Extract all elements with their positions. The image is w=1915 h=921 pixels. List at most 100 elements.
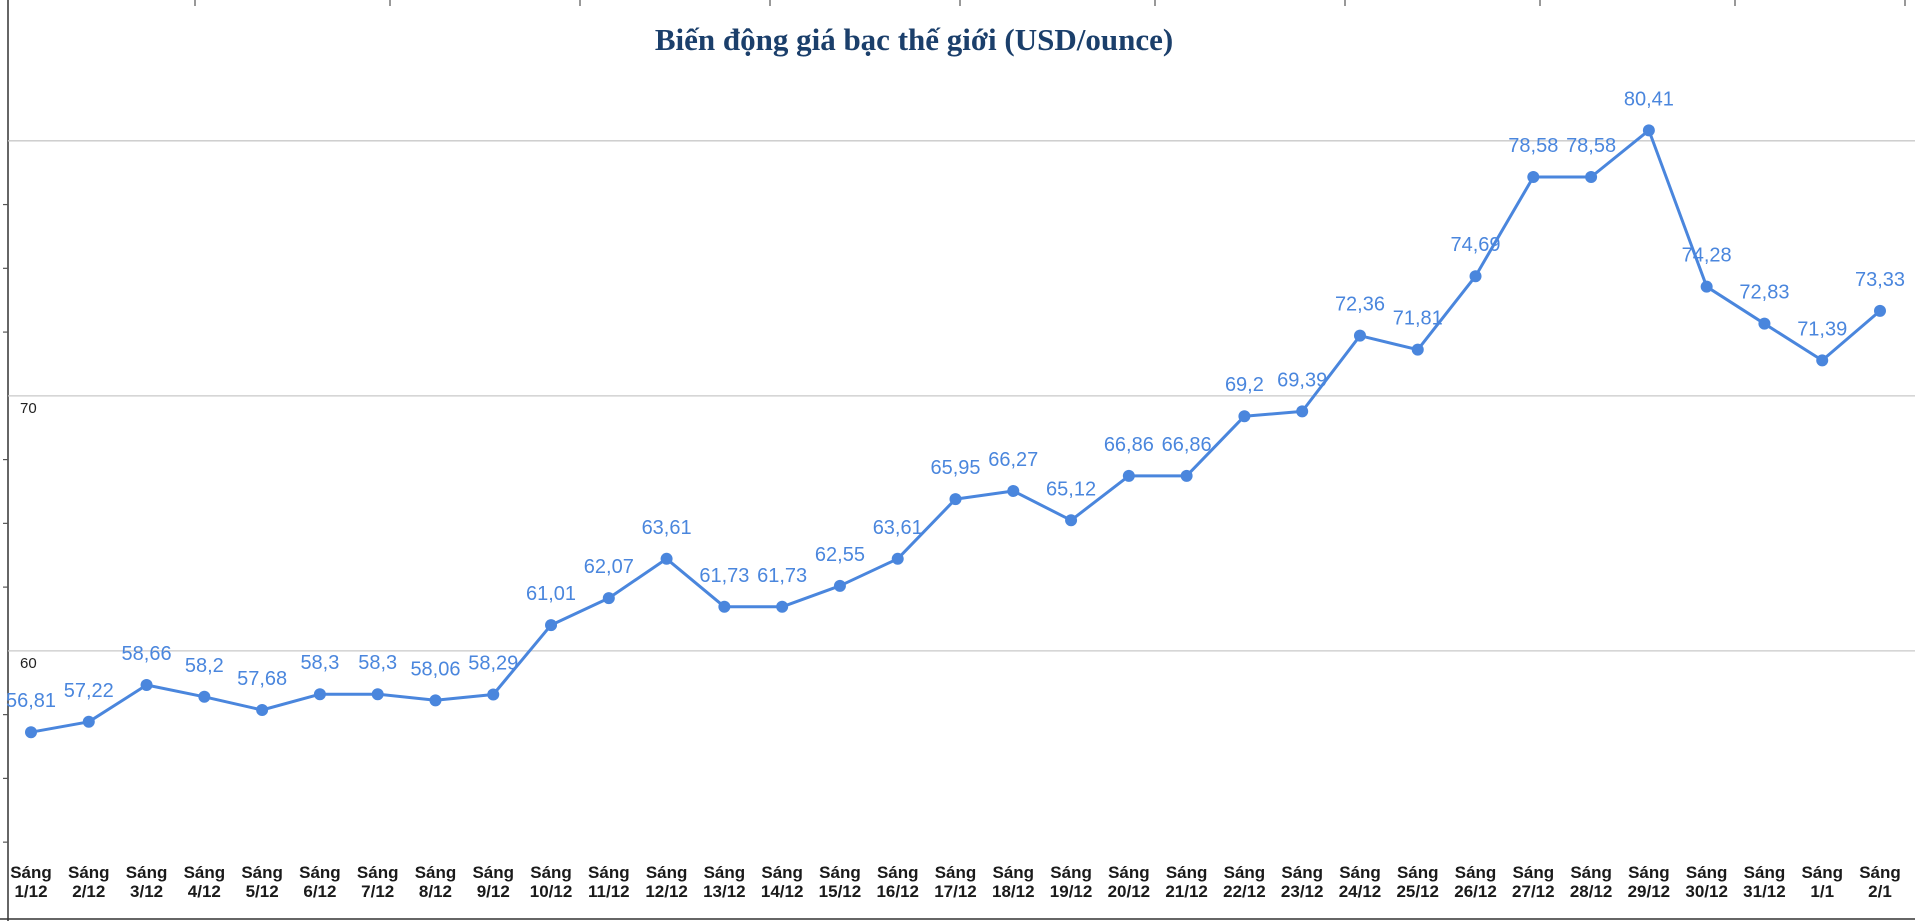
x-tick-label-line1: Sáng: [1281, 863, 1323, 882]
x-tick-label-line2: 9/12: [477, 882, 510, 901]
x-tick-label: Sáng 10/12: [530, 863, 573, 901]
data-label: 74,28: [1682, 245, 1732, 267]
data-label: 80,41: [1624, 88, 1674, 110]
x-tick-label-line2: 16/12: [876, 882, 919, 901]
data-point: [1353, 329, 1366, 342]
data-point: [487, 688, 500, 701]
data-label: 74,69: [1451, 234, 1501, 256]
data-label: 58,06: [410, 658, 460, 680]
y-tick-label: 70: [20, 400, 37, 417]
data-point: [660, 552, 673, 565]
data-point: [776, 600, 789, 613]
x-tick-label-line2: 25/12: [1396, 882, 1439, 901]
x-tick-label-line1: Sáng: [819, 863, 861, 882]
x-tick-label-line2: 3/12: [130, 882, 163, 901]
data-point: [82, 715, 95, 728]
data-point: [1874, 304, 1886, 317]
data-label: 63,61: [642, 517, 692, 539]
x-tick-label-line2: 17/12: [934, 882, 977, 901]
x-tick-label-line2: 18/12: [992, 882, 1035, 901]
x-tick-label: Sáng 31/12: [1743, 863, 1786, 901]
x-tick-label-line1: Sáng: [704, 863, 746, 882]
data-label: 69,2: [1225, 374, 1264, 396]
data-point: [1469, 270, 1482, 283]
x-tick-label: Sáng 1/1: [1801, 863, 1843, 901]
data-label: 66,27: [988, 449, 1038, 471]
x-tick-label-line2: 7/12: [361, 882, 394, 901]
x-tick-label-line1: Sáng: [1339, 863, 1381, 882]
x-tick-label-line1: Sáng: [761, 863, 803, 882]
data-label: 58,3: [300, 652, 339, 674]
x-tick-label-line2: 8/12: [419, 882, 452, 901]
x-tick-label-line1: Sáng: [1570, 863, 1612, 882]
x-tick-label: Sáng 24/12: [1339, 863, 1382, 901]
x-tick-label-line1: Sáng: [1628, 863, 1670, 882]
data-label: 62,07: [584, 556, 634, 578]
x-tick-label-line2: 22/12: [1223, 882, 1266, 901]
x-tick-label: Sáng 12/12: [645, 863, 688, 901]
x-tick-label: Sáng 8/12: [415, 863, 457, 901]
x-tick-label: Sáng 28/12: [1570, 863, 1613, 901]
y-axis: 60 70: [20, 400, 37, 672]
x-tick-label-line1: Sáng: [1224, 863, 1266, 882]
data-point: [1122, 469, 1135, 482]
x-tick-label-line1: Sáng: [357, 863, 399, 882]
x-tick-label: Sáng 22/12: [1223, 863, 1266, 901]
data-point: [1007, 484, 1020, 497]
data-point: [429, 694, 442, 707]
data-point: [1585, 171, 1598, 184]
data-point: [718, 600, 731, 613]
data-point: [140, 679, 153, 692]
data-label: 72,83: [1739, 282, 1789, 304]
data-label: 72,36: [1335, 294, 1385, 316]
data-label: 61,73: [757, 565, 807, 587]
data-label: 58,29: [468, 652, 518, 674]
data-point: [25, 726, 37, 739]
x-tick-label-line2: 2/12: [72, 882, 105, 901]
x-tick-label-line2: 14/12: [761, 882, 804, 901]
data-point: [256, 704, 269, 717]
data-point: [1642, 124, 1655, 137]
gridlines: [8, 140, 1915, 652]
x-tick-label-line2: 26/12: [1454, 882, 1497, 901]
data-point: [1238, 410, 1251, 423]
x-tick-label-line2: 27/12: [1512, 882, 1555, 901]
data-points: [25, 124, 1886, 739]
x-tick-label-line1: Sáng: [415, 863, 457, 882]
x-tick-label: Sáng 20/12: [1108, 863, 1151, 901]
x-tick-label-line1: Sáng: [1513, 863, 1555, 882]
x-tick-label-line1: Sáng: [588, 863, 630, 882]
x-tick-label: Sáng 27/12: [1512, 863, 1555, 901]
data-point: [1758, 317, 1771, 330]
x-tick-label-line1: Sáng: [1744, 863, 1786, 882]
x-tick-label-line2: 15/12: [819, 882, 862, 901]
x-tick-label: Sáng 16/12: [876, 863, 919, 901]
x-tick-label-line2: 2/1: [1868, 882, 1892, 901]
x-tick-label-line1: Sáng: [1455, 863, 1497, 882]
data-point: [949, 493, 962, 506]
data-label: 61,01: [526, 583, 576, 605]
y-tick-label: 60: [20, 655, 37, 672]
x-tick-label: Sáng 2/12: [68, 863, 110, 901]
x-tick-label: Sáng 30/12: [1685, 863, 1728, 901]
x-tick-label-line2: 31/12: [1743, 882, 1786, 901]
series-line-silver-price: [30, 128, 1881, 734]
x-tick-label: Sáng 13/12: [703, 863, 746, 901]
x-tick-label-line1: Sáng: [530, 863, 572, 882]
x-tick-label-line2: 1/12: [14, 882, 47, 901]
x-tick-label: Sáng 1/12: [10, 863, 52, 901]
data-label: 69,39: [1277, 369, 1327, 391]
data-label: 62,55: [815, 544, 865, 566]
x-tick-label-line2: 23/12: [1281, 882, 1324, 901]
x-tick-label: Sáng 19/12: [1050, 863, 1093, 901]
data-point: [1411, 343, 1424, 356]
data-label: 78,58: [1566, 135, 1616, 157]
data-label: 66,86: [1104, 434, 1154, 456]
x-tick-label: Sáng 25/12: [1396, 863, 1439, 901]
x-tick-label: Sáng 17/12: [934, 863, 977, 901]
x-tick-label-line2: 10/12: [530, 882, 573, 901]
